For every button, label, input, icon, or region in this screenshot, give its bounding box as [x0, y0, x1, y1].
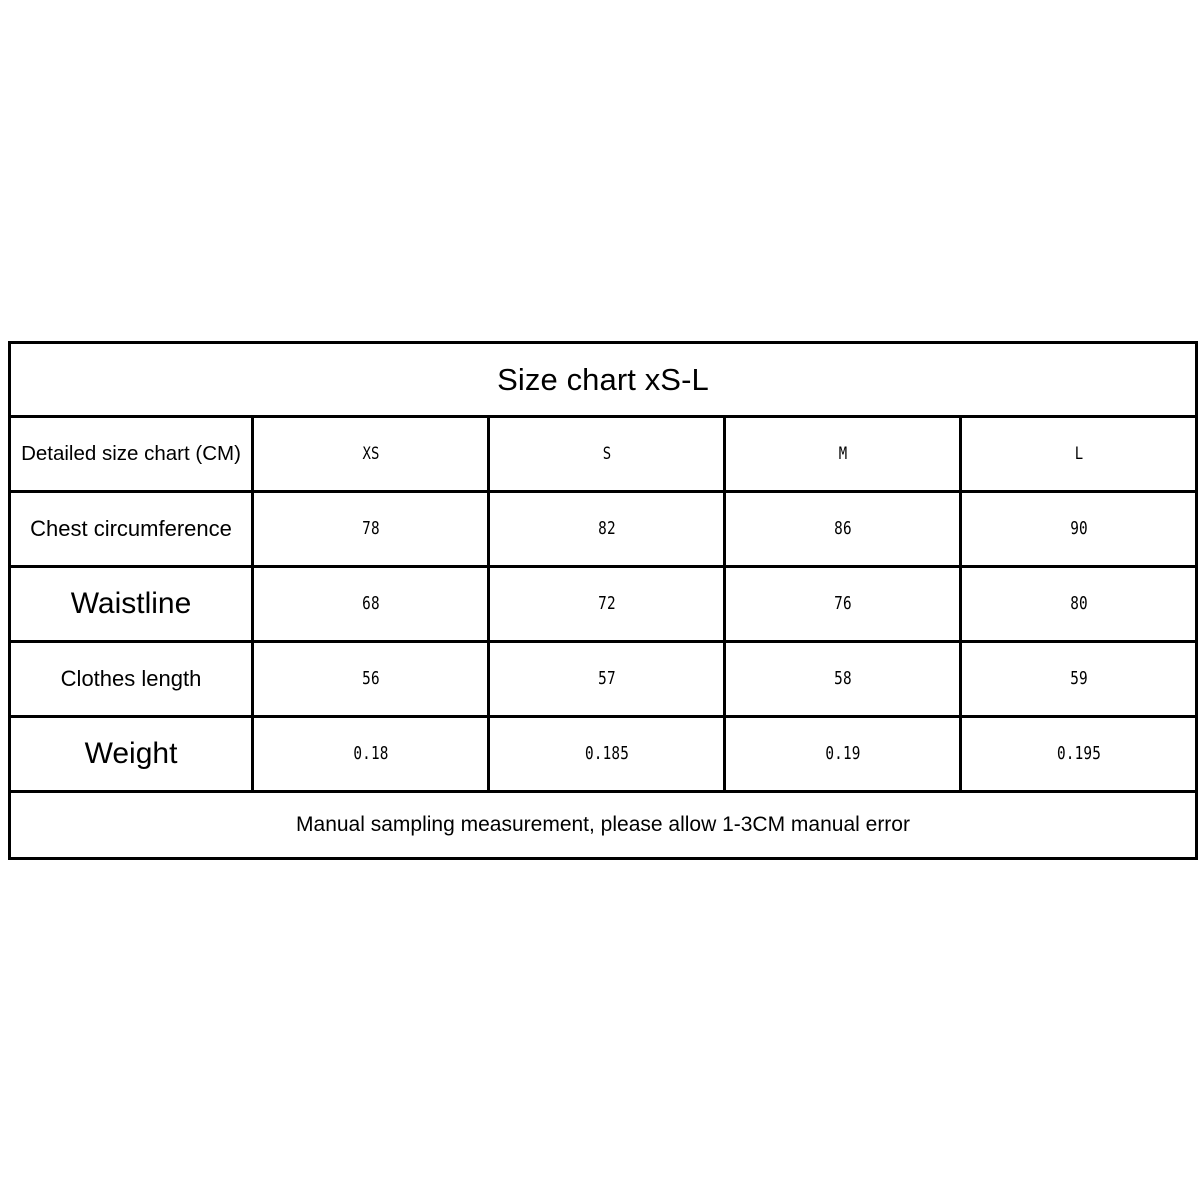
cell-length-xs-text: 56 — [361, 669, 380, 689]
cell-length-m: 58 — [744, 640, 941, 718]
table-title-row: Size chart xS-L — [7, 341, 1199, 418]
cell-length-l: 59 — [980, 640, 1177, 718]
cell-length-s-text: 57 — [597, 669, 616, 689]
table-row: Weight 0.18 0.185 0.19 0.195 — [8, 715, 1197, 793]
cell-waistline-xs: 68 — [272, 565, 469, 643]
cell-weight-xs: 0.18 — [272, 715, 469, 793]
column-header-l: L — [980, 415, 1177, 493]
row-label-chest-circumference: Chest circumference — [8, 490, 254, 568]
size-chart-table: Size chart xS-L Detailed size chart (CM)… — [7, 341, 1199, 860]
cell-weight-s: 0.185 — [508, 715, 705, 793]
cell-length-m-text: 58 — [833, 669, 852, 689]
column-header-s-text: S — [602, 444, 611, 464]
cell-weight-s-text: 0.185 — [584, 744, 629, 764]
measurement-disclaimer: Manual sampling measurement, please allo… — [7, 790, 1199, 860]
table-row: Chest circumference 78 82 86 90 — [8, 490, 1197, 568]
column-header-s: S — [508, 415, 705, 493]
cell-waistline-s-text: 72 — [597, 594, 616, 614]
cell-chest-m-text: 86 — [833, 519, 852, 539]
column-header-detailed-size-chart: Detailed size chart (CM) — [8, 415, 254, 493]
column-header-xs-text: XS — [361, 444, 380, 464]
cell-length-s: 57 — [508, 640, 705, 718]
cell-waistline-l-text: 80 — [1069, 594, 1088, 614]
cell-weight-m: 0.19 — [744, 715, 941, 793]
table-footnote-row: Manual sampling measurement, please allo… — [7, 790, 1199, 860]
cell-waistline-m: 76 — [744, 565, 941, 643]
cell-weight-xs-text: 0.18 — [352, 744, 389, 764]
table-row: Clothes length 56 57 58 59 — [8, 640, 1197, 718]
table-header-row: Detailed size chart (CM) XS S M L — [8, 415, 1197, 493]
cell-waistline-m-text: 76 — [833, 594, 852, 614]
column-header-m: M — [744, 415, 941, 493]
cell-weight-l-text: 0.195 — [1056, 744, 1101, 764]
cell-weight-m-text: 0.19 — [824, 744, 861, 764]
cell-waistline-s: 72 — [508, 565, 705, 643]
row-label-clothes-length: Clothes length — [8, 640, 254, 718]
cell-chest-s-text: 82 — [597, 519, 616, 539]
cell-chest-s: 82 — [508, 490, 705, 568]
cell-waistline-xs-text: 68 — [361, 594, 380, 614]
cell-length-xs: 56 — [272, 640, 469, 718]
column-header-l-text: L — [1074, 444, 1083, 464]
cell-length-l-text: 59 — [1069, 669, 1088, 689]
cell-chest-m: 86 — [744, 490, 941, 568]
page-title: Size chart xS-L — [7, 341, 1199, 418]
table-row: Waistline 68 72 76 80 — [8, 565, 1197, 643]
cell-chest-l: 90 — [980, 490, 1177, 568]
cell-chest-xs: 78 — [272, 490, 469, 568]
column-header-xs: XS — [272, 415, 469, 493]
cell-weight-l: 0.195 — [980, 715, 1177, 793]
row-label-weight: Weight — [8, 715, 254, 793]
row-label-waistline: Waistline — [8, 565, 254, 643]
cell-chest-xs-text: 78 — [361, 519, 380, 539]
column-header-m-text: M — [838, 444, 847, 464]
cell-chest-l-text: 90 — [1069, 519, 1088, 539]
cell-waistline-l: 80 — [980, 565, 1177, 643]
